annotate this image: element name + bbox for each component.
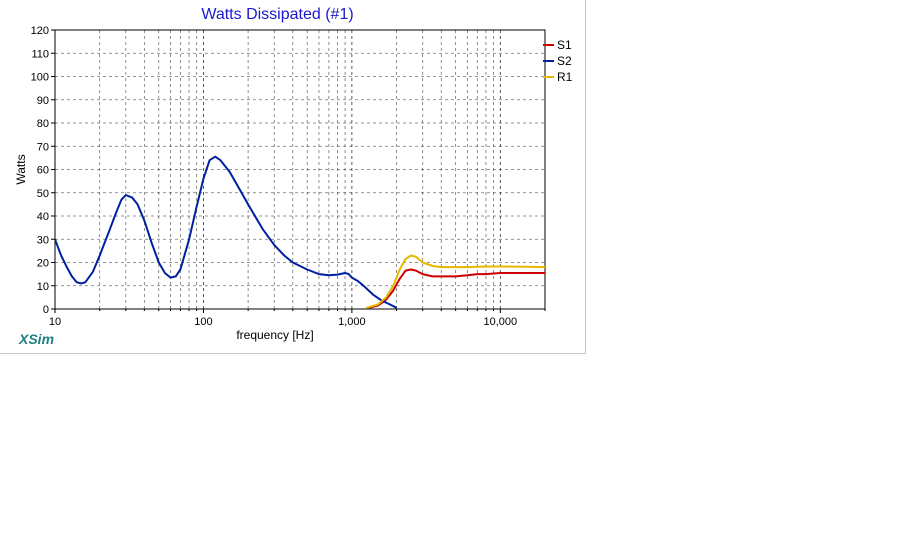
y-tick-label: 50 xyxy=(37,188,49,200)
x-tick-label: 10,000 xyxy=(483,316,517,328)
legend-label-r1: R1 xyxy=(557,70,573,84)
brand-logo: XSim xyxy=(19,331,55,347)
series-line-s1 xyxy=(368,268,545,309)
x-tick-label: 1,000 xyxy=(338,316,366,328)
y-axis-label: Watts xyxy=(14,154,28,184)
x-tick-label: 10 xyxy=(49,316,61,328)
y-tick-label: 10 xyxy=(37,281,49,293)
series-line-r1 xyxy=(366,254,545,309)
series-line-s2 xyxy=(55,155,398,309)
y-tick-label: 40 xyxy=(37,211,49,223)
y-tick-label: 80 xyxy=(37,118,49,130)
legend-label-s1: S1 xyxy=(557,38,572,52)
y-tick-label: 90 xyxy=(37,95,49,107)
x-axis-label: frequency [Hz] xyxy=(236,328,313,342)
x-tick-label: 100 xyxy=(194,316,212,328)
chart-panel: 0 10 20 30 40 50 60 70 80 90 100 110 120 10 100 1,000 10… xyxy=(0,0,586,354)
legend-label-s2: S2 xyxy=(557,54,572,68)
y-tick-label: 0 xyxy=(43,304,49,316)
y-tick-label: 60 xyxy=(37,165,49,177)
y-tick-label: 110 xyxy=(31,48,49,60)
y-tick-label: 70 xyxy=(37,141,49,153)
chart-title: Watts Dissipated (#1) xyxy=(201,6,354,23)
y-tick-label: 120 xyxy=(31,25,49,37)
y-tick-label: 100 xyxy=(31,72,49,84)
y-tick-label: 30 xyxy=(37,234,49,246)
y-tick-label: 20 xyxy=(37,258,49,270)
